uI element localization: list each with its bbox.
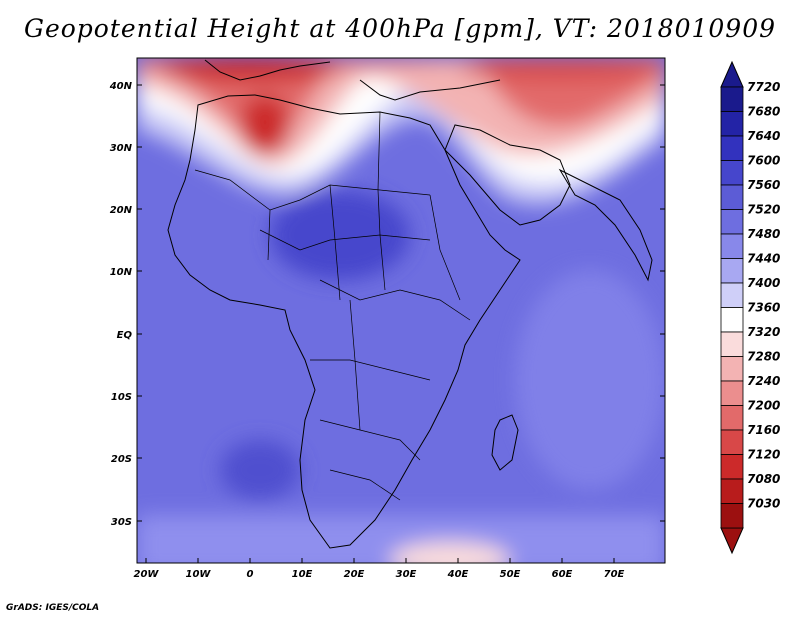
colorbar-cell <box>720 307 744 333</box>
colorbar-cell <box>720 331 744 357</box>
colorbar-cell <box>720 429 744 455</box>
colorbar-label: 7400 <box>747 276 780 290</box>
colorbar-label: 7280 <box>747 350 780 364</box>
coastlines <box>167 59 653 549</box>
colorbar-cell <box>720 356 744 382</box>
colorbar-cell <box>720 135 744 161</box>
lat-label-20s: 20S <box>111 454 132 465</box>
colorbar-cell <box>720 111 744 137</box>
lon-label-30e: 30E <box>396 569 417 580</box>
colorbar-cell <box>720 380 744 406</box>
colorbar-label: 7360 <box>747 301 780 315</box>
lat-label-10s: 10S <box>111 392 132 403</box>
lon-label-10w: 10W <box>186 569 212 580</box>
map-frame <box>136 57 666 564</box>
lat-label-30s: 30S <box>111 517 132 528</box>
latitude-labels: 40N 30N 20N 10N EQ 10S 20S 30S <box>109 81 133 528</box>
colorbar-label: 7200 <box>747 399 780 413</box>
lat-label-eq: EQ <box>117 330 133 341</box>
colorbar-label: 7600 <box>747 154 780 168</box>
lon-label-0: 0 <box>247 569 254 580</box>
colorbar-label: 7560 <box>747 178 780 192</box>
lon-label-40e: 40E <box>447 569 469 580</box>
lon-label-70e: 70E <box>604 569 625 580</box>
colorbar-cell <box>720 503 744 529</box>
colorbar-label: 7680 <box>747 105 780 119</box>
colorbar-cell <box>720 160 744 186</box>
colorbar: 7720 7680 7640 7600 7560 7520 7480 7440 7400 7360… <box>720 60 780 555</box>
lat-label-20n: 20N <box>110 205 133 216</box>
colorbar-label: 7520 <box>747 203 780 217</box>
colorbar-label: 7120 <box>747 448 780 462</box>
axis-ticks <box>137 84 665 563</box>
lat-label-10n: 10N <box>110 267 133 278</box>
colorbar-label: 7320 <box>747 325 780 339</box>
colorbar-cell <box>720 209 744 235</box>
colorbar-cell <box>720 478 744 504</box>
lat-label-30n: 30N <box>110 143 133 154</box>
colorbar-cell <box>720 454 744 480</box>
colorbar-label: 7480 <box>747 227 780 241</box>
longitude-labels: 20W 10W 0 10E 20E 30E 40E 50E 60E 70E <box>134 569 625 580</box>
footer-credit: GrADS: IGES/COLA <box>6 603 100 613</box>
colorbar-cell <box>720 233 744 259</box>
colorbar-label: 7080 <box>747 472 780 486</box>
colorbar-label: 7440 <box>747 252 780 266</box>
lon-label-50e: 50E <box>500 569 521 580</box>
colorbar-label: 7030 <box>747 497 780 511</box>
lon-label-20w: 20W <box>134 569 160 580</box>
height-field <box>137 58 665 563</box>
colorbar-cell <box>720 405 744 431</box>
map-title: Geopotential Height at 400hPa [gpm], VT:… <box>23 14 777 43</box>
colorbar-label: 7160 <box>747 423 780 437</box>
colorbar-label: 7240 <box>747 374 780 388</box>
country-borders <box>194 111 471 501</box>
colorbar-cell <box>720 282 744 308</box>
colorbar-cell <box>720 258 744 284</box>
colorbar-bottom-arrow <box>720 527 744 555</box>
colorbar-cell <box>720 184 744 210</box>
lon-label-10e: 10E <box>292 569 313 580</box>
lon-label-60e: 60E <box>552 569 573 580</box>
lat-label-40n: 40N <box>109 81 133 92</box>
colorbar-top-arrow <box>720 60 744 88</box>
colorbar-label: 7640 <box>747 129 780 143</box>
colorbar-label: 7720 <box>747 80 780 94</box>
lon-label-20e: 20E <box>344 569 365 580</box>
colorbar-cell <box>720 86 744 112</box>
